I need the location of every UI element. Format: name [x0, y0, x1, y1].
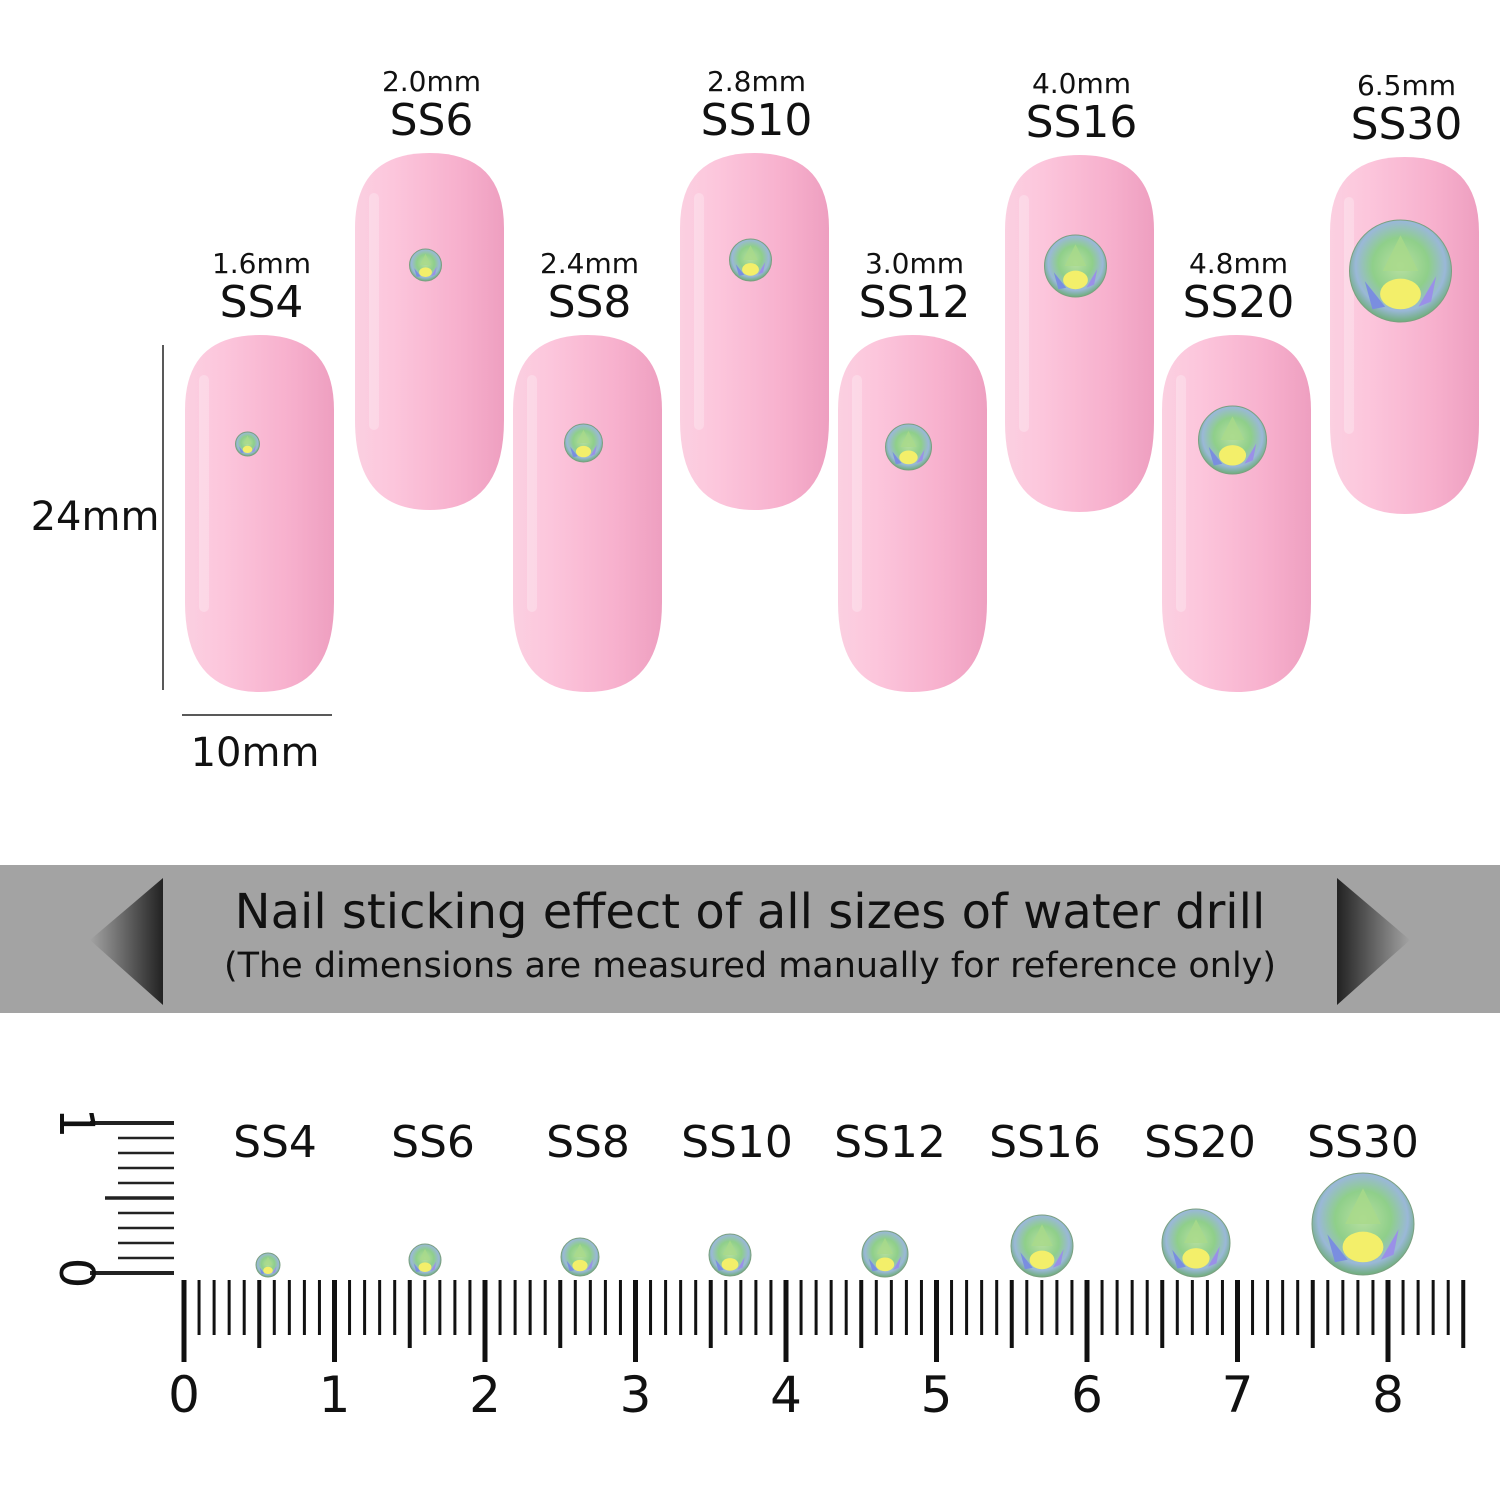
- nail-size-label: SS8: [548, 277, 632, 328]
- nail-mm-label: 2.8mm: [707, 65, 806, 98]
- rhinestone-icon: [235, 431, 260, 457]
- ruler-gem-label: SS12: [834, 1117, 946, 1168]
- ruler-gem-label: SS16: [989, 1117, 1101, 1168]
- nail-mm-label: 2.0mm: [382, 65, 481, 98]
- rhinestone-icon: [1044, 234, 1107, 298]
- banner: [0, 865, 1500, 1013]
- width-dimension-label: 10mm: [191, 730, 320, 776]
- ruler-label: 2: [469, 1366, 501, 1424]
- rhinestone-icon: [1198, 405, 1267, 475]
- rhinestone-icon: [861, 1230, 909, 1278]
- ruler-label: 8: [1372, 1366, 1404, 1424]
- rhinestone-icon: [885, 423, 932, 471]
- rhinestone-icon: [408, 1243, 442, 1277]
- nail-mm-label: 4.0mm: [1032, 67, 1131, 100]
- ruler-label: 0: [168, 1366, 200, 1424]
- nail-size-label: SS16: [1026, 97, 1138, 148]
- nail-size-label: SS12: [859, 277, 971, 328]
- ruler-label: 6: [1071, 1366, 1103, 1424]
- ruler-label: 5: [921, 1366, 953, 1424]
- nail-mm-label: 3.0mm: [865, 247, 964, 280]
- ruler-gem-ss10: SS10: [681, 1117, 793, 1277]
- ruler: 0 1 2 3 4 5 6 7 8 0 1: [48, 1108, 1466, 1424]
- ruler-gem-label: SS20: [1144, 1117, 1256, 1168]
- nail-mm-label: 2.4mm: [540, 247, 639, 280]
- nail-size-label: SS30: [1351, 99, 1463, 150]
- ruler-gem-ss8: SS8: [546, 1117, 630, 1277]
- ruler-gem-ss6: SS6: [391, 1117, 475, 1277]
- ruler-gem-ss4: SS4: [233, 1117, 317, 1278]
- ruler-gem-ss20: SS20: [1144, 1117, 1256, 1278]
- nail-size-label: SS10: [701, 95, 813, 146]
- ruler-gem-ss16: SS16: [989, 1117, 1101, 1278]
- ruler-gem-ss12: SS12: [834, 1117, 946, 1278]
- rhinestone-icon: [708, 1233, 752, 1277]
- nail-size-label: SS4: [220, 277, 304, 328]
- ruler-gem-ss30: SS30: [1307, 1117, 1419, 1276]
- vertical-ruler-label: 0: [48, 1258, 104, 1289]
- rhinestone-icon: [560, 1237, 600, 1277]
- rhinestone-icon: [255, 1252, 281, 1278]
- left-arrow-icon: [90, 878, 163, 1005]
- ruler-gem-label: SS10: [681, 1117, 793, 1168]
- ruler-gem-label: SS4: [233, 1117, 317, 1168]
- height-dimension-label: 24mm: [31, 494, 160, 540]
- rhinestone-icon: [729, 238, 772, 282]
- rhinestone-icon: [1161, 1208, 1231, 1278]
- ruler-label: 7: [1222, 1366, 1254, 1424]
- banner-subtitle: (The dimensions are measured manually fo…: [224, 946, 1276, 986]
- ruler-gem-label: SS6: [391, 1117, 475, 1168]
- rhinestone-icon: [409, 248, 442, 282]
- rhinestone-icon: [1010, 1214, 1074, 1278]
- ruler-label: 4: [770, 1366, 802, 1424]
- rhinestone-icon: [1349, 219, 1452, 323]
- ruler-gem-label: SS8: [546, 1117, 630, 1168]
- ruler-label: 1: [319, 1366, 351, 1424]
- ruler-gem-label: SS30: [1307, 1117, 1419, 1168]
- nail-mm-label: 1.6mm: [212, 247, 311, 280]
- vertical-ruler-label: 1: [48, 1108, 104, 1139]
- nail-size-label: SS6: [390, 95, 474, 146]
- banner-title: Nail sticking effect of all sizes of wat…: [235, 884, 1266, 940]
- rhinestone-icon: [1311, 1172, 1415, 1276]
- nail-size-label: SS20: [1183, 277, 1295, 328]
- right-arrow-icon: [1337, 878, 1410, 1005]
- nail-mm-label: 4.8mm: [1189, 247, 1288, 280]
- ruler-label: 3: [620, 1366, 652, 1424]
- rhinestone-icon: [564, 423, 603, 463]
- nail-mm-label: 6.5mm: [1357, 69, 1456, 102]
